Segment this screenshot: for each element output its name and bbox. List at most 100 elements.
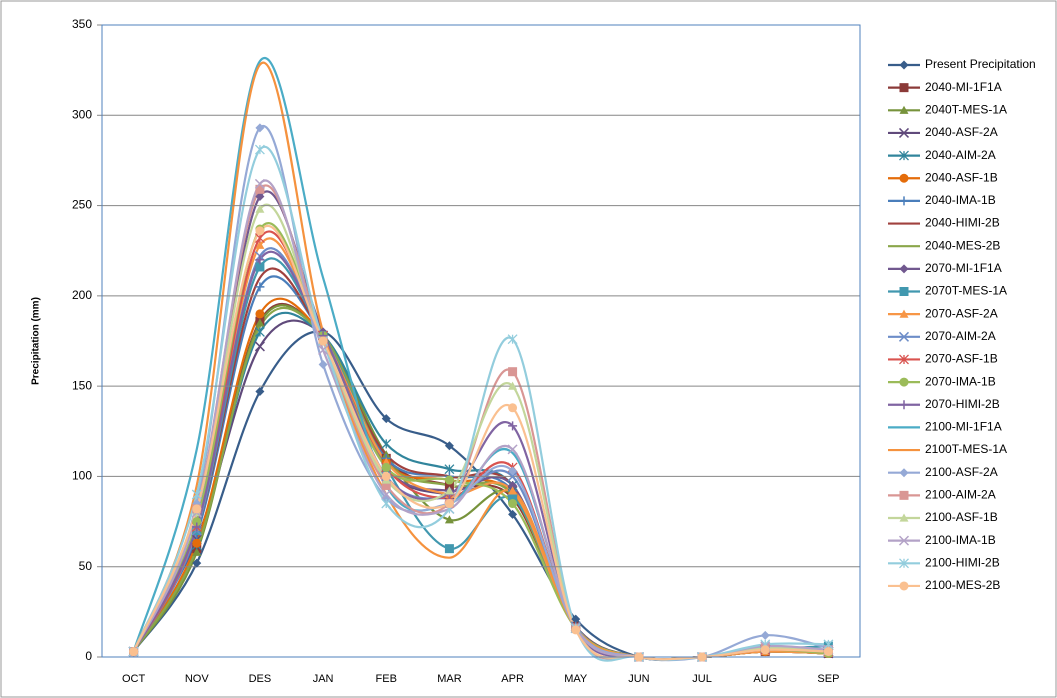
legend-label: Present Precipitation [925,57,1036,71]
data-point [381,489,392,500]
legend-item: 2100-ASF-2A [888,465,998,479]
y-tick-label: 250 [72,198,92,212]
legend-label: 2040-HIMI-2B [925,216,1000,230]
legend-item: 2040-AIM-2A [888,148,996,162]
data-point [255,184,265,194]
data-point [318,344,329,356]
data-point [255,123,265,133]
data-point [191,489,202,500]
legend-label: 2070-MI-1F1A [925,261,1002,275]
x-tick-label: APR [501,673,524,685]
y-tick-label: 0 [85,649,92,663]
legend-marker [898,535,910,546]
y-axis-label: Precipitation (mm) [31,297,42,385]
x-tick-label: JUL [692,673,712,685]
data-point [255,255,265,265]
plot-border [101,24,861,658]
data-point [255,262,265,272]
legend-item: 2070T-MES-1A [888,284,1007,298]
legend-label: 2100-MI-1F1A [925,420,1002,434]
data-point [508,480,518,490]
legend-label: 2100-ASF-2A [925,465,998,479]
legend-marker [899,377,909,387]
data-point [192,517,202,527]
legend-marker [899,513,909,522]
data-point [255,192,265,202]
legend-item: 2100-MES-2B [888,578,1000,592]
data-point [255,318,265,327]
legend-label: 2040-AIM-2A [925,148,996,162]
legend-label: 2100-HIMI-2B [925,555,1000,569]
data-point [381,438,392,449]
legend-marker [899,400,909,410]
legend-marker [899,173,909,183]
data-point [381,498,392,509]
legend-marker [899,558,909,569]
legend-item: 2070-ASF-1B [888,352,998,366]
data-point [444,475,454,485]
data-point [318,359,328,369]
data-point [508,466,518,476]
y-tick-label: 350 [72,17,92,31]
legend-marker [898,127,910,138]
data-point [255,226,265,236]
data-point [508,509,518,519]
legend-item: 2040T-MES-1A [888,102,1007,116]
legend-marker [899,150,909,161]
data-point [254,144,265,155]
data-point [255,387,265,397]
legend-marker [899,287,909,296]
data-point [760,630,770,640]
legend-item: 2100-IMA-1B [888,533,996,547]
data-point [381,471,391,481]
data-point [255,309,265,319]
legend-label: 2070-AIM-2A [925,329,996,343]
legend-marker [899,83,909,93]
data-point [192,547,202,556]
legend-label: 2100-IMA-1B [925,533,996,547]
x-tick-label: MAR [437,673,462,685]
x-tick-label: DES [249,673,272,685]
legend-item: 2040-ASF-2A [888,125,998,139]
legend-item: 2040-HIMI-2B [888,216,1000,230]
data-point [697,652,707,662]
y-tick-label: 200 [72,288,92,302]
data-point [571,614,581,624]
data-point [444,499,454,509]
x-tick-label: FEB [376,673,397,685]
x-tick-label: SEP [817,673,839,685]
data-point [508,381,518,390]
x-tick-label: JUN [628,673,649,685]
legend-item: 2070-HIMI-2B [888,397,1000,411]
plot-area [132,57,829,662]
legend-item: 2040-MI-1F1A [888,80,1002,94]
data-point [823,647,833,657]
data-point [254,178,265,189]
legend-label: 2070-HIMI-2B [925,397,1000,411]
legend-marker [898,331,910,342]
legend-item: 2100-AIM-2A [888,488,996,502]
legend-marker [899,264,909,274]
legend-label: 2100-AIM-2A [925,488,996,502]
legend-label: 2070-IMA-1B [925,374,996,388]
data-point [508,493,518,503]
legend-label: 2040-MI-1F1A [925,80,1002,94]
legend-label: 2040-IMA-1B [925,193,996,207]
data-point [129,647,139,657]
legend-label: 2040-MES-2B [925,238,1000,252]
x-tick-label: MAY [564,673,588,685]
data-point [192,504,202,514]
data-point [508,499,518,509]
legend-marker [899,196,909,206]
legend-marker [899,105,909,114]
data-point [507,444,518,455]
data-point [444,486,454,495]
data-point [444,515,454,524]
x-tick-label: JAN [313,673,334,685]
data-point [571,625,581,635]
data-point [508,367,518,377]
legend-marker [899,60,909,70]
data-point [192,538,202,548]
